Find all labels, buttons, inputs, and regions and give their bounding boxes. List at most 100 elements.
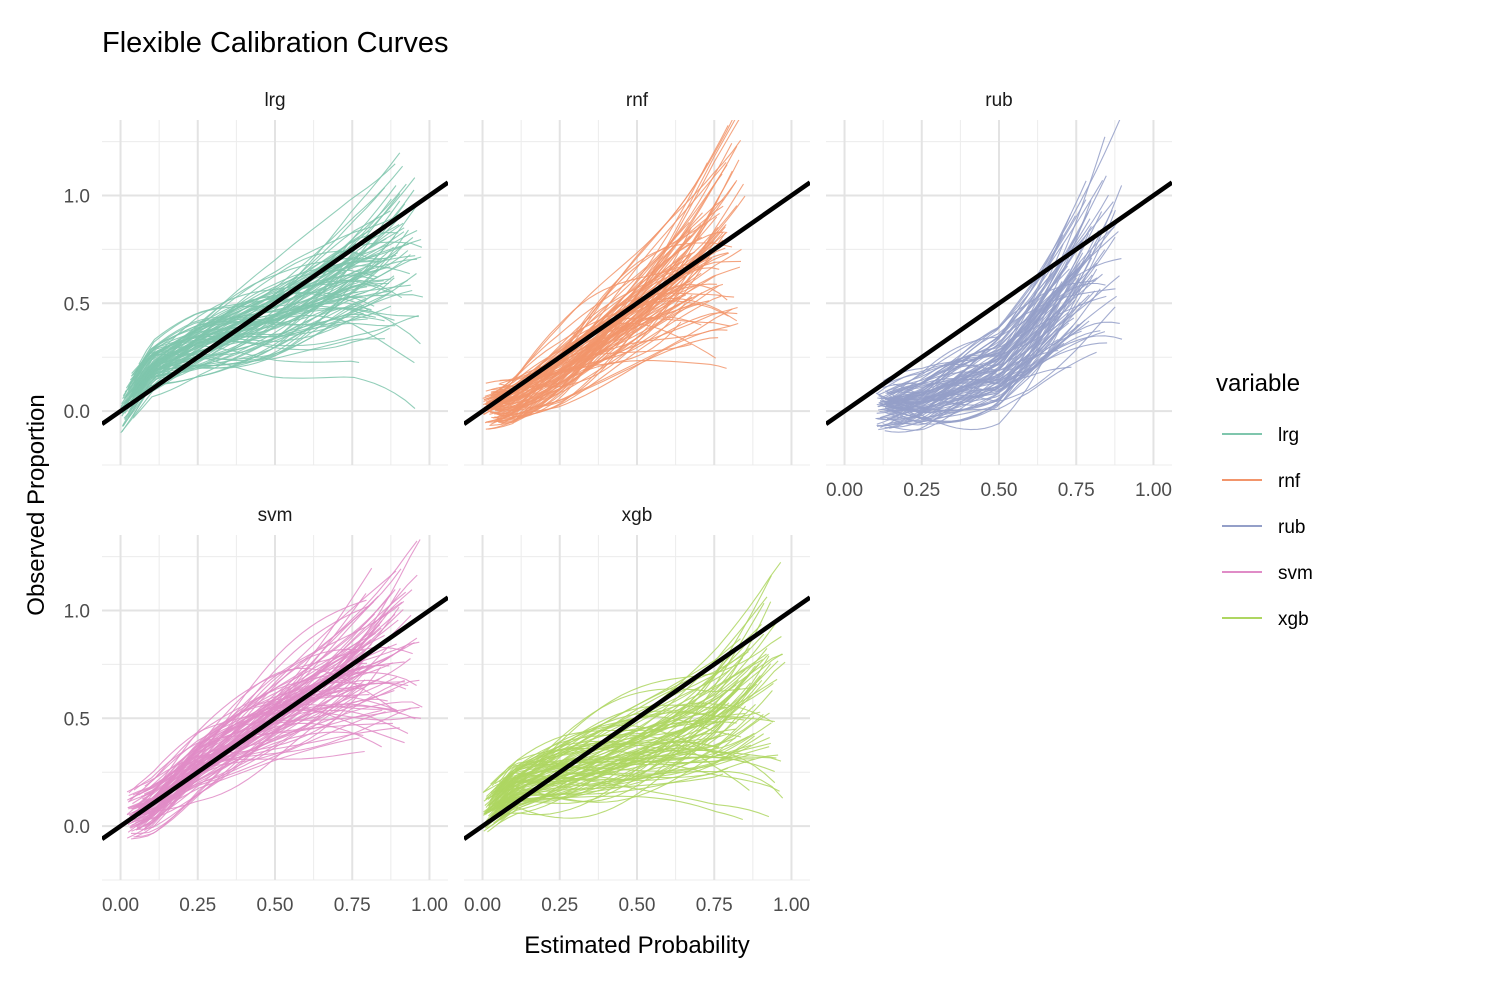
calibration-curve bbox=[498, 231, 724, 388]
calibration-curve bbox=[885, 322, 1070, 423]
calibration-curve bbox=[136, 709, 421, 828]
reference-line bbox=[464, 180, 810, 426]
calibration-curve bbox=[492, 303, 701, 394]
calibration-curve bbox=[493, 663, 772, 795]
calibration-curve bbox=[129, 353, 416, 410]
calibration-curve bbox=[878, 266, 1081, 431]
curve-group bbox=[482, 561, 786, 833]
calibration-curve bbox=[484, 322, 739, 424]
calibration-curve bbox=[497, 226, 719, 408]
x-tick-label: 0.50 bbox=[257, 895, 294, 916]
calibration-curve bbox=[136, 682, 373, 831]
x-tick-label: 0.75 bbox=[1058, 480, 1095, 501]
x-tick-label: 1.00 bbox=[1135, 480, 1172, 501]
x-tick-label: 0.50 bbox=[981, 480, 1018, 501]
y-axis-label: Observed Proportion bbox=[23, 394, 50, 615]
calibration-curve bbox=[893, 306, 1116, 402]
calibration-curve bbox=[142, 588, 401, 816]
calibration-curve bbox=[130, 291, 358, 396]
legend-label-rnf: rnf bbox=[1278, 471, 1301, 492]
calibration-curve bbox=[495, 651, 749, 813]
calibration-curve bbox=[494, 179, 738, 404]
calibration-curve bbox=[493, 257, 681, 394]
calibration-curve bbox=[138, 539, 421, 796]
facet-strip-label: rnf bbox=[626, 90, 649, 111]
calibration-curve bbox=[496, 638, 741, 799]
calibration-curve bbox=[891, 215, 1076, 408]
legend-title: variable bbox=[1216, 370, 1300, 397]
calibration-curve bbox=[484, 690, 773, 814]
x-tick-label: 0.25 bbox=[903, 480, 940, 501]
x-tick-label: 0.75 bbox=[334, 895, 371, 916]
calibration-curve bbox=[130, 291, 375, 402]
facet-rnf: rnf bbox=[464, 90, 810, 466]
calibration-curve bbox=[126, 689, 395, 815]
calibration-curve bbox=[142, 662, 368, 828]
calibration-curve bbox=[138, 251, 358, 365]
calibration-curve bbox=[127, 632, 376, 803]
calibration-curve bbox=[495, 742, 771, 815]
y-tick-label: 0.0 bbox=[64, 817, 90, 838]
chart-title: Flexible Calibration Curves bbox=[102, 27, 449, 59]
calibration-curve bbox=[879, 299, 1076, 413]
x-tick-label: 0.75 bbox=[696, 895, 733, 916]
legend-label-lrg: lrg bbox=[1278, 425, 1299, 446]
x-tick-label: 0.25 bbox=[541, 895, 578, 916]
y-tick-label: 0.0 bbox=[64, 402, 90, 423]
calibration-curve bbox=[491, 668, 720, 787]
x-tick-label: 0.50 bbox=[619, 895, 656, 916]
calibration-curve bbox=[132, 669, 357, 822]
y-tick-label: 0.5 bbox=[64, 294, 90, 315]
x-tick-label: 0.25 bbox=[179, 895, 216, 916]
legend-label-rub: rub bbox=[1278, 517, 1305, 538]
calibration-curve bbox=[133, 709, 409, 838]
legend-label-svm: svm bbox=[1278, 563, 1313, 584]
calibration-curve bbox=[886, 254, 1074, 392]
calibration-curve bbox=[134, 649, 359, 814]
facet-xgb: xgb 0.00 0.25 0.50 0.75 1.00 bbox=[464, 505, 810, 916]
calibration-curve bbox=[120, 252, 398, 409]
calibration-curve bbox=[134, 737, 360, 817]
curve-group bbox=[875, 120, 1123, 433]
x-tick-label: 0.00 bbox=[826, 480, 863, 501]
calibration-curve bbox=[487, 259, 680, 423]
y-tick-label: 0.5 bbox=[64, 709, 90, 730]
calibration-curve bbox=[876, 319, 1066, 394]
calibration-curve bbox=[129, 284, 377, 410]
calibration-curve bbox=[493, 296, 681, 417]
calibration-curve bbox=[493, 181, 737, 401]
x-tick-label: 0.00 bbox=[464, 895, 501, 916]
calibration-curve bbox=[880, 312, 1069, 402]
calibration-curve bbox=[490, 754, 779, 808]
calibration-curve bbox=[494, 285, 719, 415]
calibration-curve bbox=[120, 307, 419, 434]
calibration-curve bbox=[878, 290, 1057, 414]
calibration-curve bbox=[142, 698, 388, 813]
curve-group bbox=[482, 120, 746, 430]
calibration-curve bbox=[490, 687, 751, 819]
calibration-curve bbox=[877, 212, 1089, 421]
calibration-curve bbox=[880, 288, 1116, 428]
calibration-curve bbox=[890, 214, 1071, 394]
calibration-curve bbox=[135, 605, 369, 831]
calibration-curve bbox=[127, 620, 383, 809]
facet-lrg: lrg 0.0 0.5 1.0 bbox=[64, 90, 448, 466]
calibration-curve bbox=[482, 712, 775, 826]
reference-line bbox=[102, 180, 448, 426]
calibration-curve bbox=[892, 250, 1092, 395]
y-tick-label: 1.0 bbox=[64, 186, 90, 207]
calibration-curve bbox=[495, 708, 732, 793]
x-tick-label: 1.00 bbox=[411, 895, 448, 916]
calibration-curve bbox=[122, 269, 378, 427]
facet-svm: svm 0.0 0.5 1.0 0.00 0.25 0.50 0.75 1.00 bbox=[64, 505, 448, 916]
calibration-curve bbox=[129, 299, 367, 384]
calibration-curve bbox=[127, 693, 360, 809]
facet-strip-label: rub bbox=[985, 90, 1012, 111]
calibration-curve bbox=[887, 280, 1096, 421]
calibration-curve bbox=[495, 229, 691, 420]
calibration-curve bbox=[498, 142, 733, 391]
calibration-curve bbox=[485, 773, 724, 815]
legend: variable lrg rnf rub svm xgb bbox=[1216, 370, 1313, 630]
calibration-curve bbox=[880, 175, 1107, 400]
